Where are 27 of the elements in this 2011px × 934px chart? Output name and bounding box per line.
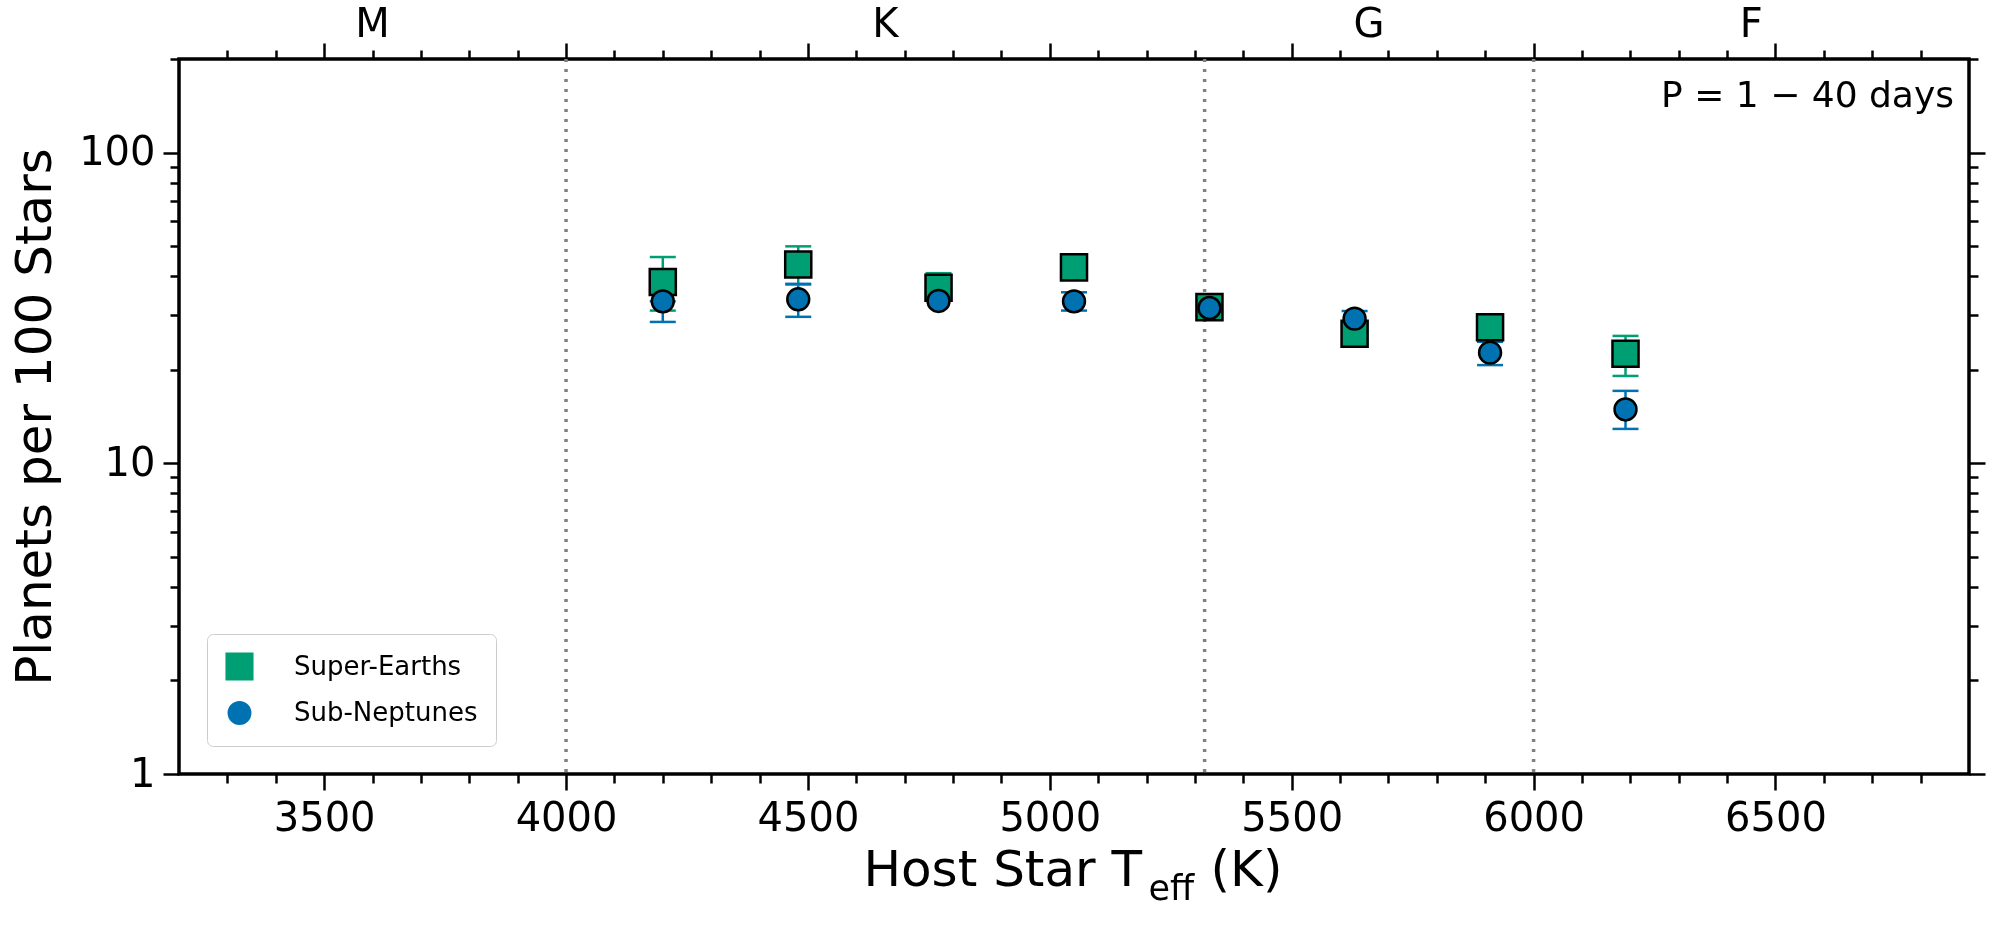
x-tick-label: 4000 [515,793,618,840]
legend-label: Sub-Neptunes [294,697,478,727]
point [783,250,813,279]
x-tick-label: 3500 [273,793,376,840]
x-tick-label: 4500 [757,793,860,840]
y-tick-label: 10 [104,438,156,485]
x-tick-label: 6000 [1483,793,1585,840]
x-tick-label: 5000 [999,793,1102,840]
text: K [872,0,901,46]
point [1475,312,1505,342]
y-tick-label: 1 [130,749,156,796]
point [1059,253,1089,282]
x-tick-label: 6500 [1725,793,1827,840]
point [786,287,811,312]
y-axis-title: Planets per 100 Stars [5,148,64,686]
text: G [1353,0,1385,46]
annotation: P = 1 − 40 days [1661,74,1954,115]
x-tick-label: 5500 [1241,793,1344,840]
text: M [355,0,390,46]
y-tick-label: 100 [79,128,156,175]
point [926,288,951,314]
legend-label: Super-Earths [294,650,462,681]
point [1611,339,1640,369]
point [1613,397,1638,422]
point [1342,306,1367,331]
text: F [1739,0,1763,46]
point [650,289,675,314]
